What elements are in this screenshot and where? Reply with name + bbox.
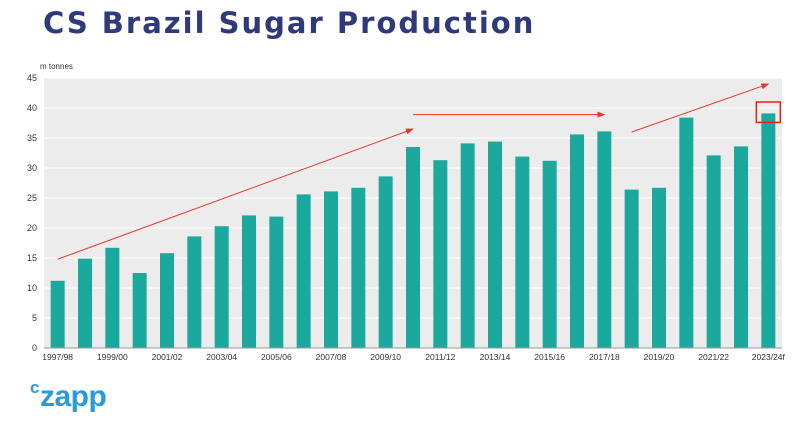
bar	[242, 215, 256, 348]
bar	[132, 273, 147, 348]
x-tick-label: 1997/98	[42, 352, 73, 362]
x-tick-label: 2005/06	[261, 352, 292, 362]
x-tick-label: 1999/00	[97, 352, 128, 362]
bar	[324, 191, 338, 348]
y-tick-label: 20	[27, 223, 37, 233]
y-tick-label: 35	[27, 133, 37, 143]
x-tick-label: 2015/16	[534, 352, 565, 362]
annotations	[57, 83, 782, 260]
bar	[679, 117, 694, 348]
highlight-box	[755, 101, 782, 124]
x-tick-label: 2021/22	[698, 352, 729, 362]
bar	[214, 226, 229, 348]
bar	[378, 176, 393, 348]
trend-arrow	[631, 83, 770, 133]
bar	[406, 147, 420, 348]
bar	[624, 189, 639, 348]
bar	[460, 143, 475, 348]
bar	[78, 258, 92, 348]
y-axis-ticks: 0 5 10 15 20 25 30 35 40 45	[27, 73, 37, 353]
bar	[160, 253, 174, 348]
bar	[515, 156, 530, 348]
y-tick-label: 30	[27, 163, 37, 173]
y-axis-unit-label: m tonnes	[40, 62, 73, 71]
bar	[652, 187, 666, 348]
y-tick-label: 15	[27, 253, 37, 263]
y-tick-label: 0	[32, 343, 37, 353]
y-tick-label: 40	[27, 103, 37, 113]
bar	[542, 160, 557, 348]
y-tick-label: 45	[27, 73, 37, 83]
y-tick-label: 25	[27, 193, 37, 203]
bars	[50, 113, 776, 349]
bar	[488, 141, 502, 348]
bar	[50, 280, 65, 348]
page-title: CS Brazil Sugar Production	[43, 6, 536, 40]
bar	[761, 113, 776, 349]
bar	[570, 134, 584, 348]
bar	[351, 187, 366, 348]
x-tick-label: 2017/18	[589, 352, 620, 362]
x-tick-label: 2001/02	[152, 352, 183, 362]
bar	[597, 131, 612, 348]
trend-arrow	[57, 128, 414, 260]
x-tick-label: 2019/20	[644, 352, 675, 362]
bar	[296, 194, 311, 348]
czapp-logo: czapp	[30, 378, 107, 413]
y-tick-label: 10	[27, 283, 37, 293]
bar	[734, 146, 748, 348]
bar	[105, 247, 120, 348]
x-axis-ticks: 1997/98 1999/00 2001/02 2003/04 2005/06 2007/…	[42, 352, 785, 362]
x-tick-label: 2009/10	[370, 352, 401, 362]
x-tick-label: 2013/14	[480, 352, 511, 362]
x-tick-label: 2011/12	[425, 352, 455, 362]
bar	[706, 155, 721, 348]
bar	[269, 216, 284, 348]
x-tick-label: 2023/24f	[752, 352, 786, 362]
bar	[433, 160, 448, 348]
x-tick-label: 2007/08	[316, 352, 347, 362]
bar	[187, 236, 202, 348]
y-tick-label: 5	[32, 313, 37, 323]
x-tick-label: 2003/04	[206, 352, 237, 362]
